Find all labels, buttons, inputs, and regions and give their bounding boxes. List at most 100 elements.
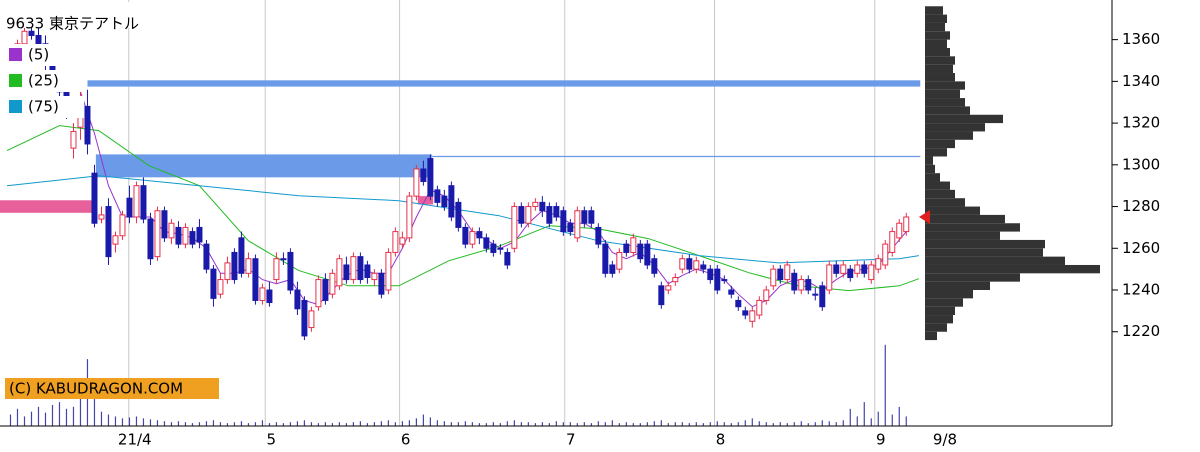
profile-bar (925, 106, 970, 115)
price-zone (431, 155, 921, 158)
profile-bar (925, 231, 1000, 240)
candle-body (182, 226, 189, 245)
candle-body (21, 30, 28, 45)
profile-bar (925, 98, 965, 107)
candle-body (679, 258, 686, 270)
profile-bar (925, 22, 945, 32)
candle-body (322, 279, 329, 301)
candle-body (630, 237, 637, 253)
candle-body (623, 243, 630, 253)
profile-bar (925, 281, 990, 291)
candle-body (231, 251, 238, 281)
candle-body (112, 235, 119, 245)
x-tick-label: 8 (716, 431, 726, 449)
watermark-bg (5, 378, 219, 399)
candle-body (532, 201, 539, 208)
candle-body (574, 210, 581, 239)
y-tick-label: 1240 (1122, 281, 1160, 299)
candle-body (105, 206, 112, 258)
candle-body (154, 210, 161, 258)
profile-bar (925, 189, 955, 199)
profile-bar (925, 56, 955, 65)
profile-bar (925, 298, 963, 307)
candle-body (301, 299, 308, 337)
profile-bar (925, 81, 965, 90)
profile-bar (925, 156, 933, 165)
candle-body (903, 216, 910, 233)
x-tick-label: 7 (566, 431, 576, 449)
candle-body (819, 285, 826, 308)
candle-body (525, 206, 532, 224)
candle-body (651, 258, 658, 274)
y-tick-label: 1300 (1122, 155, 1160, 173)
profile-bar (925, 315, 953, 324)
profile-bar (925, 331, 937, 341)
y-tick-label: 1280 (1122, 197, 1160, 215)
last-date: 9/8 (933, 431, 957, 449)
legend-label: (25) (28, 72, 59, 90)
profile-bar (925, 47, 950, 57)
candle-body (364, 264, 371, 278)
profile-bar (925, 89, 960, 99)
profile-bar (925, 181, 950, 190)
candle-body (70, 130, 77, 149)
candle-body (441, 195, 448, 208)
candle-body (735, 299, 742, 308)
profile-bar (925, 273, 1020, 282)
candle-body (420, 168, 427, 183)
candle-body (693, 260, 700, 270)
candle-body (427, 158, 434, 197)
candle-body (581, 210, 588, 224)
profile-bar (925, 148, 947, 157)
candle-body (756, 299, 763, 316)
x-tick-label: 9 (876, 431, 886, 449)
profile-bar (925, 264, 1100, 274)
watermark: (C) KABUDRAGON.COM (9, 380, 183, 398)
candle-body (308, 310, 315, 329)
chart-title: 9633 東京テアトル (6, 15, 139, 33)
candle-body (518, 206, 525, 224)
candle-body (868, 264, 875, 281)
candle-body (672, 276, 679, 283)
candle-body (280, 258, 287, 261)
last-price-marker (919, 209, 930, 224)
candle-body (812, 293, 819, 296)
candle-body (126, 197, 133, 218)
candle-body (609, 264, 616, 274)
candle-body (861, 264, 868, 274)
candle-body (588, 210, 595, 224)
candle-body (560, 210, 567, 233)
candle-body (665, 285, 672, 291)
candle-body (350, 256, 357, 281)
candle-body (483, 237, 490, 249)
candle-body (490, 243, 497, 253)
candle-body (413, 168, 420, 197)
candle-body (245, 258, 252, 274)
profile-bar (925, 290, 973, 299)
candle-body (504, 251, 511, 266)
profile-bar (925, 306, 955, 316)
candle-body (315, 279, 322, 308)
candle-body (567, 222, 574, 233)
candle-body (168, 222, 175, 239)
legend-bg (4, 96, 84, 118)
candle-body (644, 243, 651, 266)
candle-body (84, 105, 91, 145)
legend-bg (4, 70, 84, 92)
profile-bar (925, 164, 935, 174)
candle-body (791, 272, 798, 291)
candle-body (784, 264, 791, 281)
candle-body (266, 289, 273, 304)
candle-body (336, 258, 343, 287)
profile-bar (925, 39, 947, 48)
candle-body (273, 258, 280, 281)
legend-swatch (9, 100, 22, 113)
candle-body (203, 243, 210, 270)
candle-body (546, 206, 553, 224)
y-tick-label: 1220 (1122, 322, 1160, 340)
candle-body (658, 285, 665, 306)
candle-body (616, 251, 623, 270)
profile-bar (925, 6, 943, 15)
candle-body (378, 272, 385, 295)
candle-body (385, 251, 392, 291)
